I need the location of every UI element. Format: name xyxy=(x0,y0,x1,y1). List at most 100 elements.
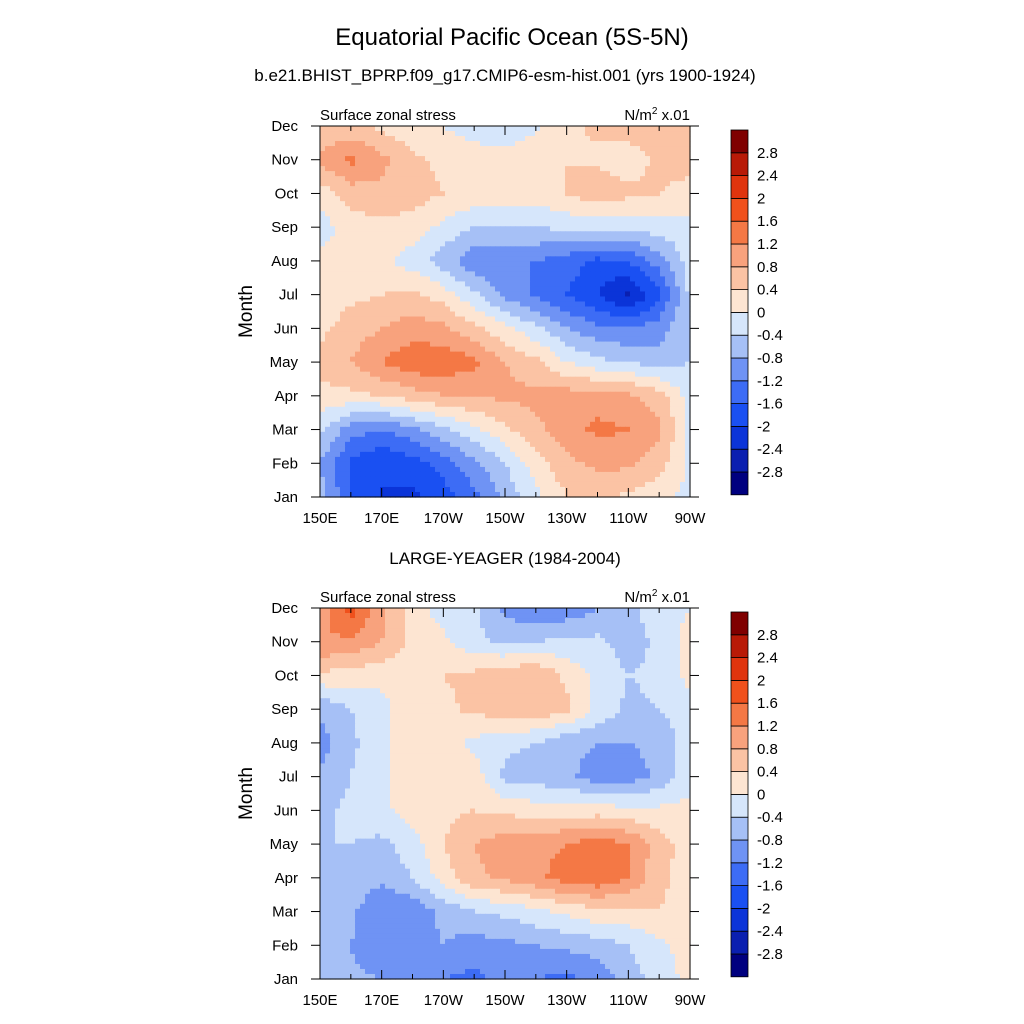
contour-cell xyxy=(510,211,516,217)
contour-cell xyxy=(555,356,561,363)
contour-cell xyxy=(480,406,486,413)
contour-cell xyxy=(590,141,596,147)
contour-cell xyxy=(590,291,596,298)
contour-cell xyxy=(655,376,661,383)
contour-cell xyxy=(640,391,646,398)
contour-cell xyxy=(440,256,446,262)
contour-cell xyxy=(330,146,336,152)
contour-cell xyxy=(680,236,686,242)
contour-cell xyxy=(605,231,611,237)
contour-cell xyxy=(350,376,356,383)
contour-cell xyxy=(635,446,641,453)
contour-cell xyxy=(540,361,546,368)
contour-cell xyxy=(575,401,581,408)
contour-cell xyxy=(370,261,376,267)
contour-cell xyxy=(345,236,351,242)
contour-cell xyxy=(470,451,476,458)
contour-cell xyxy=(575,351,581,358)
contour-cell xyxy=(465,336,471,343)
contour-cell xyxy=(485,131,491,137)
contour-cell xyxy=(365,446,371,453)
contour-cell xyxy=(665,396,671,403)
contour-cell xyxy=(495,426,501,433)
contour-cell xyxy=(535,366,541,373)
contour-cell xyxy=(375,356,381,363)
contour-cell xyxy=(430,136,436,142)
contour-cell xyxy=(610,351,616,358)
contour-cell xyxy=(450,136,456,142)
contour-cell xyxy=(600,276,606,283)
contour-cell xyxy=(475,391,481,398)
contour-cell xyxy=(455,401,461,408)
contour-cell xyxy=(520,341,526,348)
contour-cell xyxy=(535,221,541,227)
contour-cell xyxy=(505,271,511,277)
contour-cell xyxy=(460,306,466,313)
contour-cell xyxy=(350,151,356,157)
contour-cell xyxy=(620,301,626,308)
contour-cell xyxy=(670,196,676,202)
contour-cell xyxy=(355,331,361,338)
contour-cell xyxy=(630,211,636,217)
contour-cell xyxy=(510,196,516,202)
contour-cell xyxy=(525,141,531,147)
contour-cell xyxy=(420,166,426,172)
contour-cell xyxy=(645,311,651,318)
contour-cell xyxy=(475,321,481,328)
contour-cell xyxy=(495,186,501,192)
contour-cell xyxy=(365,151,371,157)
contour-cell xyxy=(355,406,361,413)
contour-cell xyxy=(615,271,621,277)
contour-cell xyxy=(575,211,581,217)
contour-cell xyxy=(660,146,666,152)
contour-cell xyxy=(435,236,441,242)
contour-cell xyxy=(370,321,376,328)
contour-cell xyxy=(545,256,551,262)
contour-cell xyxy=(515,176,521,182)
contour-cell xyxy=(370,241,376,247)
contour-cell xyxy=(500,171,506,177)
contour-cell xyxy=(665,191,671,197)
contour-cell xyxy=(510,311,516,318)
contour-cell xyxy=(425,296,431,303)
contour-cell xyxy=(340,141,346,147)
contour-cell xyxy=(525,131,531,137)
contour-cell xyxy=(380,326,386,333)
contour-cell xyxy=(675,311,681,318)
contour-cell xyxy=(335,331,341,338)
contour-cell xyxy=(340,436,346,443)
contour-cell xyxy=(375,266,381,272)
contour-cell xyxy=(385,346,391,353)
contour-cell xyxy=(645,146,651,152)
contour-cell xyxy=(470,321,476,328)
contour-cell xyxy=(635,271,641,277)
contour-cell xyxy=(430,211,436,217)
contour-cell xyxy=(495,331,501,338)
contour-cell xyxy=(485,246,491,252)
contour-cell xyxy=(625,181,631,187)
contour-cell xyxy=(345,306,351,313)
contour-cell xyxy=(495,276,501,283)
contour-cell xyxy=(560,451,566,458)
contour-cell xyxy=(670,146,676,152)
contour-cell xyxy=(375,226,381,232)
contour-cell xyxy=(535,316,541,323)
contour-cell xyxy=(575,131,581,137)
contour-cell xyxy=(515,126,521,132)
contour-cell xyxy=(380,436,386,443)
contour-cell xyxy=(375,251,381,257)
contour-cell xyxy=(615,216,621,222)
contour-cell xyxy=(450,376,456,383)
contour-cell xyxy=(415,191,421,197)
contour-cell xyxy=(555,296,561,303)
contour-cell xyxy=(415,436,421,443)
contour-cell xyxy=(530,131,536,137)
contour-cell xyxy=(470,366,476,373)
contour-cell xyxy=(625,331,631,338)
contour-cell xyxy=(535,191,541,197)
contour-cell xyxy=(430,196,436,202)
contour-cell xyxy=(425,461,431,468)
contour-cell xyxy=(450,161,456,167)
contour-cell xyxy=(465,131,471,137)
contour-cell xyxy=(505,451,511,458)
